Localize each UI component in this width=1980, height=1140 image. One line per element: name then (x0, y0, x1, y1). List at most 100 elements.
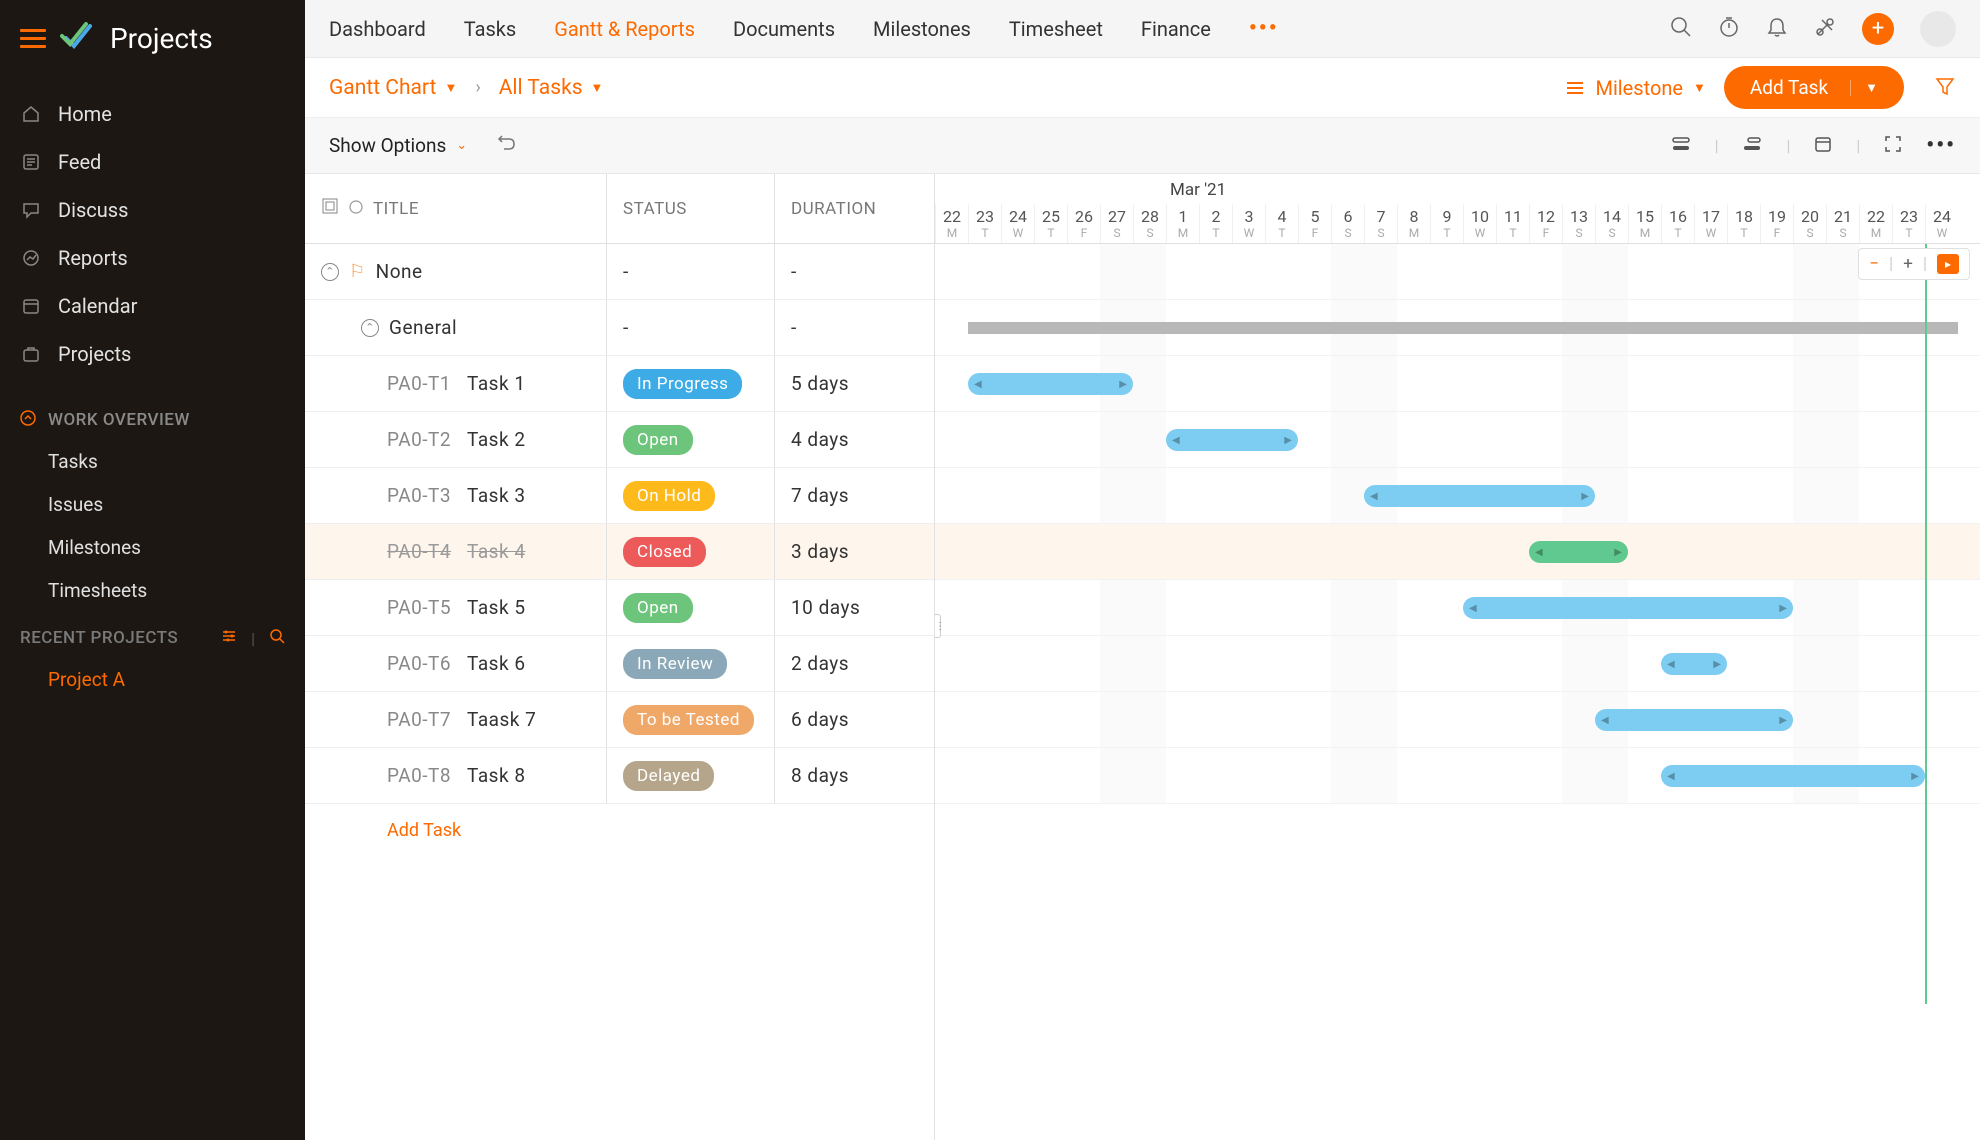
column-header-title[interactable]: TITLE (305, 174, 606, 243)
bar-handle-right[interactable]: ▶ (1713, 659, 1721, 670)
collapse-icon[interactable]: ⌃ (321, 263, 339, 281)
gantt-row (935, 300, 1980, 356)
sidebar-item-reports[interactable]: Reports (0, 234, 305, 282)
add-button[interactable]: + (1862, 13, 1894, 45)
sidebar-item-discuss[interactable]: Discuss (0, 186, 305, 234)
zoom-out-button[interactable]: − (1869, 254, 1879, 274)
search-icon[interactable] (1670, 16, 1692, 42)
task-duration: 5 days (774, 356, 934, 411)
task-row[interactable]: PA0-T6Task 6In Review2 days (305, 636, 934, 692)
bar-handle-right[interactable]: ▶ (1119, 379, 1127, 390)
sidebar-subitem-issues[interactable]: Issues (0, 483, 305, 526)
gantt-bar[interactable]: ◀▶ (1166, 429, 1298, 451)
task-row[interactable]: PA0-T2Task 2Open4 days (305, 412, 934, 468)
bar-handle-right[interactable]: ▶ (1911, 771, 1919, 782)
bar-handle-right[interactable]: ▶ (1614, 547, 1622, 558)
bar-handle-right[interactable]: ▶ (1581, 491, 1589, 502)
milestone-dropdown[interactable]: Milestone ▼ (1565, 76, 1705, 100)
panel-resize-handle[interactable]: ⋮⋮ (935, 614, 941, 638)
more-options-icon[interactable]: ••• (1926, 133, 1956, 158)
timer-icon[interactable] (1718, 16, 1740, 42)
bar-handle-right[interactable]: ▶ (1284, 435, 1292, 446)
bar-handle-left[interactable]: ◀ (1469, 603, 1477, 614)
task-duration: 4 days (774, 412, 934, 467)
bar-handle-left[interactable]: ◀ (1601, 715, 1609, 726)
indent-icon[interactable] (1742, 136, 1762, 156)
user-avatar[interactable] (1920, 11, 1956, 47)
task-row[interactable]: PA0-T1Task 1In Progress5 days (305, 356, 934, 412)
gantt-row: ◀▶ (935, 412, 1980, 468)
menu-toggle-icon[interactable] (20, 29, 46, 48)
baseline-icon[interactable] (1671, 136, 1691, 156)
group-row[interactable]: ⌃⚐None-- (305, 244, 934, 300)
add-task-link[interactable]: Add Task (305, 804, 934, 857)
caret-down-icon[interactable]: ▼ (1850, 80, 1878, 96)
sort-icon[interactable] (349, 199, 363, 219)
sidebar-item-calendar[interactable]: Calendar (0, 282, 305, 330)
gantt-bar[interactable]: ◀▶ (1463, 597, 1793, 619)
bar-handle-left[interactable]: ◀ (974, 379, 982, 390)
summary-bar[interactable] (968, 322, 1958, 334)
search-icon[interactable] (269, 628, 285, 648)
task-row[interactable]: PA0-T7Taask 7To be Tested6 days (305, 692, 934, 748)
bar-handle-left[interactable]: ◀ (1667, 771, 1675, 782)
gantt-bar[interactable]: ◀▶ (1595, 709, 1793, 731)
tools-icon[interactable] (1814, 16, 1836, 42)
sidebar-subitem-milestones[interactable]: Milestones (0, 526, 305, 569)
status-badge: Closed (623, 537, 706, 567)
column-header-status[interactable]: STATUS (606, 174, 774, 243)
bar-handle-left[interactable]: ◀ (1370, 491, 1378, 502)
gantt-bar[interactable]: ◀▶ (1529, 541, 1628, 563)
tab-finance[interactable]: Finance (1141, 17, 1211, 41)
expand-icon[interactable] (321, 197, 339, 220)
bar-handle-left[interactable]: ◀ (1667, 659, 1675, 670)
project-item[interactable]: Project A (0, 658, 305, 701)
gantt-bar[interactable]: ◀▶ (1661, 653, 1727, 675)
today-button[interactable]: ▸ (1937, 254, 1959, 274)
settings-icon[interactable] (221, 628, 237, 648)
tab-timesheet[interactable]: Timesheet (1009, 17, 1103, 41)
task-row[interactable]: PA0-T5Task 5Open10 days (305, 580, 934, 636)
task-row[interactable]: PA0-T3Task 3On Hold7 days (305, 468, 934, 524)
task-duration: 6 days (774, 692, 934, 747)
gantt-bar[interactable]: ◀▶ (1364, 485, 1595, 507)
sidebar-subitem-timesheets[interactable]: Timesheets (0, 569, 305, 612)
day-cell: 12F (1529, 204, 1562, 243)
breadcrumb-secondary[interactable]: All Tasks ▼ (499, 76, 604, 100)
show-options-dropdown[interactable]: Show Options ⌄ (329, 134, 467, 157)
fullscreen-icon[interactable] (1884, 135, 1902, 157)
task-row[interactable]: PA0-T4Task 4Closed3 days (305, 524, 934, 580)
bar-handle-right[interactable]: ▶ (1779, 603, 1787, 614)
undo-icon[interactable] (497, 134, 517, 158)
gantt-bar[interactable]: ◀▶ (1661, 765, 1925, 787)
collapse-icon[interactable]: ⌃ (361, 319, 379, 337)
tab-dashboard[interactable]: Dashboard (329, 17, 426, 41)
gantt-row: ◀▶ (935, 356, 1980, 412)
bar-handle-left[interactable]: ◀ (1172, 435, 1180, 446)
sidebar-item-projects[interactable]: Projects (0, 330, 305, 378)
breadcrumb-primary[interactable]: Gantt Chart ▼ (329, 76, 457, 100)
gantt-bar[interactable]: ◀▶ (968, 373, 1133, 395)
tab-documents[interactable]: Documents (733, 17, 835, 41)
filter-icon[interactable] (1934, 75, 1956, 101)
column-header-duration[interactable]: DURATION (774, 174, 934, 243)
add-task-button[interactable]: Add Task ▼ (1724, 66, 1904, 109)
group-row[interactable]: ⌃General-- (305, 300, 934, 356)
bar-handle-left[interactable]: ◀ (1535, 547, 1543, 558)
more-tabs-icon[interactable]: ••• (1249, 16, 1279, 41)
gantt-row (935, 244, 1980, 300)
sidebar-item-home[interactable]: Home (0, 90, 305, 138)
bell-icon[interactable] (1766, 16, 1788, 42)
zoom-in-button[interactable]: + (1903, 254, 1913, 274)
sidebar-section-work-overview[interactable]: WORK OVERVIEW (0, 392, 305, 440)
task-name: Taask 7 (467, 708, 536, 731)
tab-milestones[interactable]: Milestones (873, 17, 971, 41)
task-row[interactable]: PA0-T8Task 8Delayed8 days (305, 748, 934, 804)
tab-gantt-reports[interactable]: Gantt & Reports (554, 17, 695, 41)
bar-handle-right[interactable]: ▶ (1779, 715, 1787, 726)
tab-tasks[interactable]: Tasks (464, 17, 517, 41)
sidebar-item-feed[interactable]: Feed (0, 138, 305, 186)
sidebar-subitem-tasks[interactable]: Tasks (0, 440, 305, 483)
gantt-container: TITLE STATUS DURATION ⌃⚐None--⌃General--… (305, 174, 1980, 1140)
calendar-icon[interactable] (1814, 135, 1832, 157)
